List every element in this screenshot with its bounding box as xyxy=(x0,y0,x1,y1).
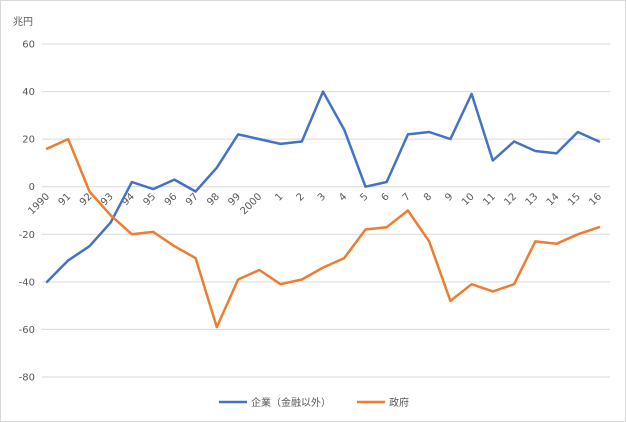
series-line-1 xyxy=(45,90,601,284)
y-tick-label: -60 xyxy=(19,325,35,336)
x-tick-label: 2 xyxy=(295,191,307,203)
x-tick-label: 3 xyxy=(316,191,328,203)
x-tick-label: 8 xyxy=(422,191,434,203)
x-tick-label: 16 xyxy=(587,191,604,208)
y-tick-label: 40 xyxy=(22,87,35,98)
x-tick-label: 14 xyxy=(545,191,562,208)
x-tick-label: 1 xyxy=(273,191,285,203)
legend: 企業（金融以外） 政府 xyxy=(219,396,409,409)
x-tick-label: 4 xyxy=(337,191,349,203)
x-tick-label: 2000 xyxy=(239,191,265,217)
series-line-2 xyxy=(45,137,601,329)
x-tick-label: 12 xyxy=(502,191,519,208)
x-tick-label: 96 xyxy=(163,191,180,208)
y-tick-label: 20 xyxy=(22,135,35,146)
x-tick-label: 91 xyxy=(57,191,74,208)
y-axis-ticks: 60 40 20 0 -20 -40 -60 -80 xyxy=(19,40,35,384)
x-tick-label: 15 xyxy=(566,191,583,208)
x-tick-label: 97 xyxy=(184,191,201,208)
y-axis-unit-label: 兆円 xyxy=(13,16,33,28)
x-tick-label: 95 xyxy=(141,191,158,208)
x-tick-label: 7 xyxy=(401,191,413,203)
x-tick-label: 5 xyxy=(358,191,370,203)
y-tick-label: -40 xyxy=(19,277,35,288)
legend-label-2: 政府 xyxy=(389,396,409,409)
grid-lines xyxy=(42,43,610,378)
x-tick-label: 11 xyxy=(481,191,498,208)
x-tick-label: 6 xyxy=(380,191,392,203)
x-tick-label: 98 xyxy=(205,191,222,208)
data-series xyxy=(45,90,601,329)
y-tick-label: -80 xyxy=(19,373,35,384)
y-tick-label: 0 xyxy=(29,182,35,193)
legend-label-1: 企業（金融以外） xyxy=(251,396,331,409)
x-tick-label: 9 xyxy=(443,191,455,203)
x-tick-label: 99 xyxy=(226,191,243,208)
x-tick-label: 10 xyxy=(460,191,477,208)
y-tick-label: -20 xyxy=(19,230,35,241)
x-tick-label: 13 xyxy=(524,191,541,208)
x-tick-label: 1990 xyxy=(26,191,52,217)
y-tick-label: 60 xyxy=(22,40,35,51)
